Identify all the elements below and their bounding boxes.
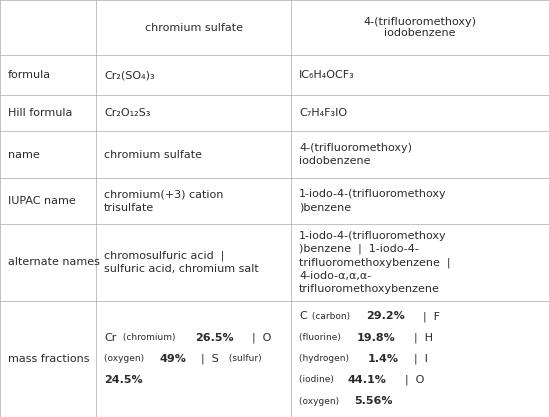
Text: 1-iodo-4-(trifluoromethoxy
)benzene  |  1-iodo-4-
trifluoromethoxybenzene  |
4-i: 1-iodo-4-(trifluoromethoxy )benzene | 1-… <box>299 231 451 294</box>
Text: |  F: | F <box>416 311 440 322</box>
Text: mass fractions: mass fractions <box>8 354 89 364</box>
Text: (fluorine): (fluorine) <box>299 333 344 342</box>
Text: 1.4%: 1.4% <box>367 354 398 364</box>
Text: Cr: Cr <box>104 333 116 343</box>
Text: (oxygen): (oxygen) <box>299 397 342 406</box>
Text: 29.2%: 29.2% <box>366 311 405 322</box>
Text: Cr₂O₁₂S₃: Cr₂O₁₂S₃ <box>104 108 150 118</box>
Text: alternate names: alternate names <box>8 257 100 267</box>
Text: 24.5%: 24.5% <box>104 375 143 385</box>
Text: 1-iodo-4-(trifluoromethoxy
)benzene: 1-iodo-4-(trifluoromethoxy )benzene <box>299 189 446 213</box>
Text: 4-(trifluoromethoxy)
iodobenzene: 4-(trifluoromethoxy) iodobenzene <box>299 143 412 166</box>
Text: 4-(trifluoromethoxy)
iodobenzene: 4-(trifluoromethoxy) iodobenzene <box>363 17 477 38</box>
Text: 49%: 49% <box>160 354 187 364</box>
Text: Hill formula: Hill formula <box>8 108 72 118</box>
Text: chromosulfuric acid  |
sulfuric acid, chromium salt: chromosulfuric acid | sulfuric acid, chr… <box>104 251 259 274</box>
Text: chromium sulfate: chromium sulfate <box>144 23 243 33</box>
Text: |  S: | S <box>194 354 219 364</box>
Text: formula: formula <box>8 70 51 80</box>
Text: 44.1%: 44.1% <box>348 375 386 385</box>
Text: C: C <box>299 311 307 322</box>
Text: |  I: | I <box>407 354 428 364</box>
Text: 19.8%: 19.8% <box>357 333 395 343</box>
Text: |  O: | O <box>245 332 272 343</box>
Text: 5.56%: 5.56% <box>355 396 393 406</box>
Text: (chromium): (chromium) <box>120 333 178 342</box>
Text: (sulfur): (sulfur) <box>226 354 262 363</box>
Text: Cr₂(SO₄)₃: Cr₂(SO₄)₃ <box>104 70 155 80</box>
Text: IC₆H₄OCF₃: IC₆H₄OCF₃ <box>299 70 355 80</box>
Text: name: name <box>8 150 40 160</box>
Text: chromium(+3) cation
trisulfate: chromium(+3) cation trisulfate <box>104 189 223 213</box>
Text: |  O: | O <box>398 375 424 385</box>
Text: |  H: | H <box>407 332 433 343</box>
Text: 26.5%: 26.5% <box>195 333 234 343</box>
Text: (carbon): (carbon) <box>309 312 353 321</box>
Text: IUPAC name: IUPAC name <box>8 196 76 206</box>
Text: (hydrogen): (hydrogen) <box>299 354 352 363</box>
Text: chromium sulfate: chromium sulfate <box>104 150 202 160</box>
Text: (iodine): (iodine) <box>299 375 337 384</box>
Text: (oxygen): (oxygen) <box>104 354 147 363</box>
Text: C₇H₄F₃IO: C₇H₄F₃IO <box>299 108 347 118</box>
